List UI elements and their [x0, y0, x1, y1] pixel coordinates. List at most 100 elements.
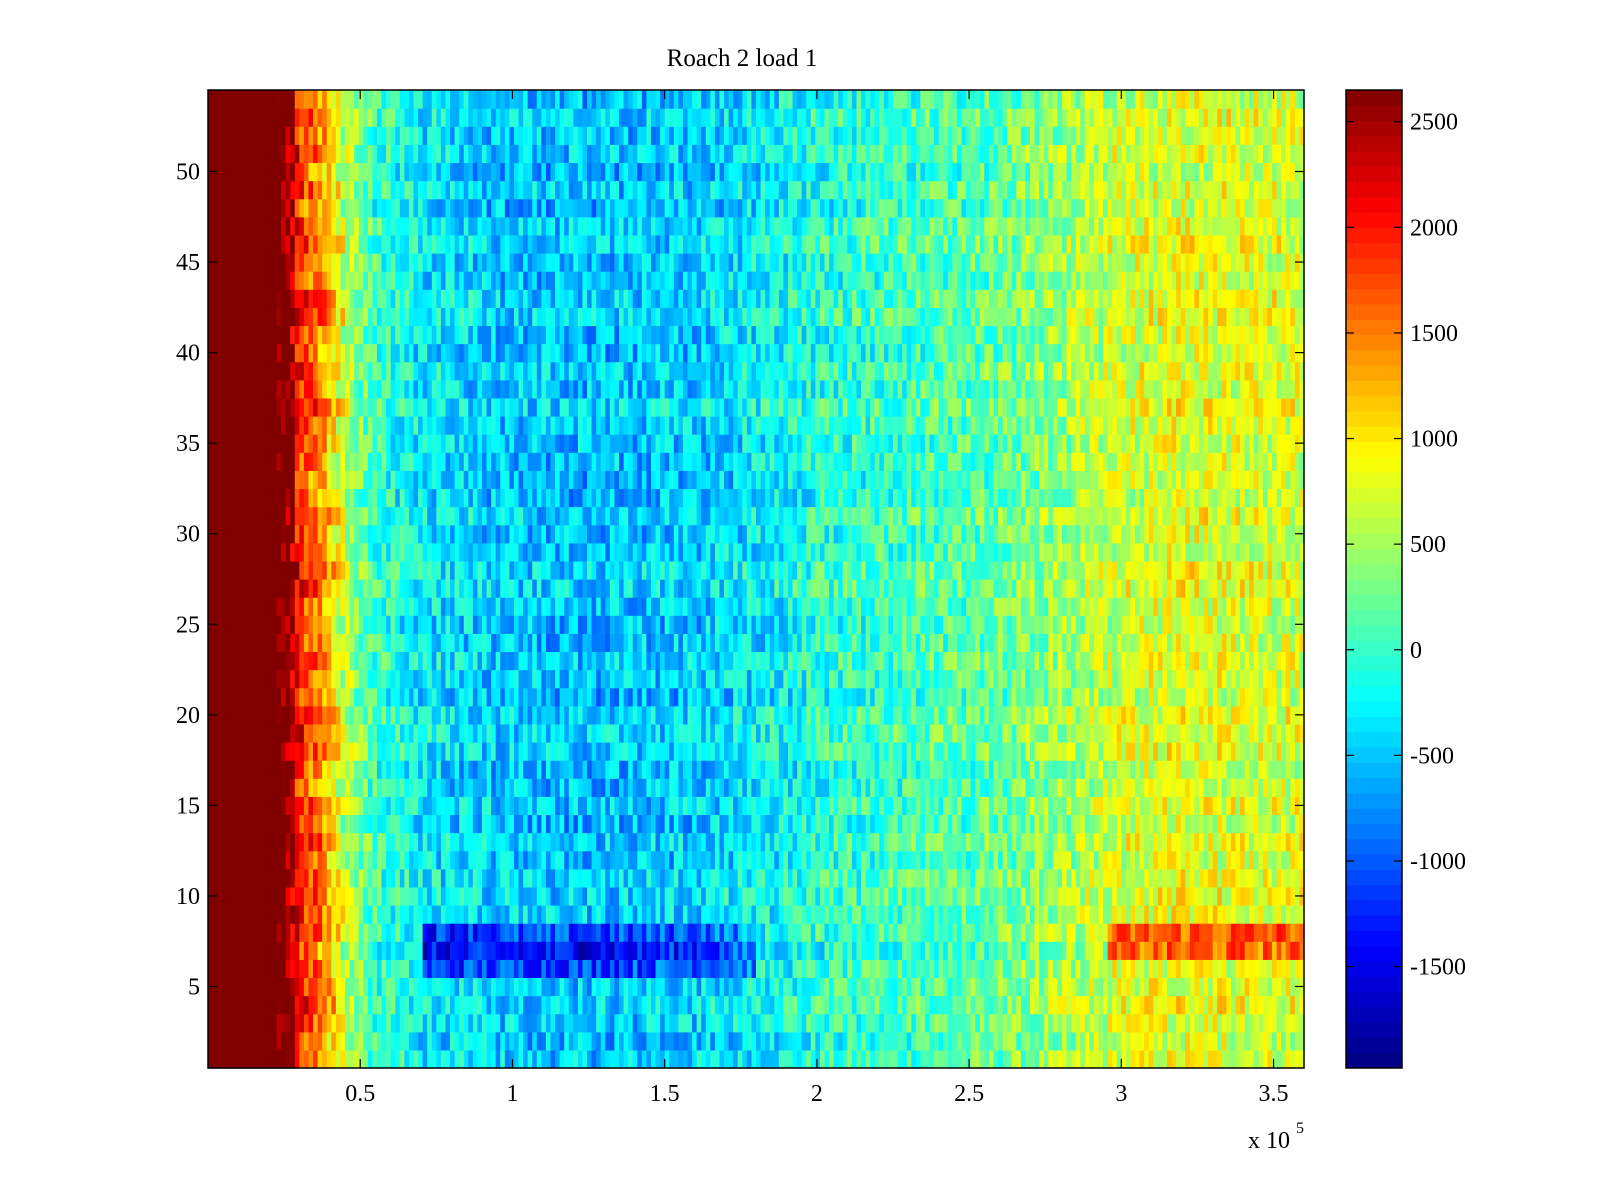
heatmap-cell: [1262, 995, 1269, 1015]
heatmap-cell: [454, 868, 460, 888]
heatmap-cell: [1240, 1049, 1246, 1069]
heatmap-cell: [687, 977, 693, 997]
heatmap-cell: [239, 995, 246, 1015]
heatmap-cell: [760, 905, 766, 924]
heatmap-cell: [1180, 1013, 1186, 1033]
heatmap-cell: [290, 941, 296, 960]
heatmap-cell: [1194, 923, 1200, 942]
heatmap-cell: [1107, 796, 1113, 816]
heatmap-cell: [947, 1013, 953, 1033]
heatmap-cell: [1075, 941, 1081, 960]
heatmap-cell: [372, 886, 378, 906]
heatmap-cell: [1272, 868, 1278, 888]
heatmap-cell: [372, 923, 378, 942]
heatmap-cell: [281, 796, 287, 816]
heatmap-cell: [623, 705, 629, 725]
heatmap-cell: [431, 995, 437, 1015]
heatmap-cell: [363, 832, 369, 852]
heatmap-cell: [1226, 850, 1232, 870]
heatmap-cell: [856, 905, 862, 924]
heatmap-cell: [861, 814, 867, 834]
heatmap-cell: [504, 796, 510, 816]
heatmap-cell: [998, 814, 1004, 834]
heatmap-cell: [728, 905, 734, 924]
heatmap-cell: [1139, 814, 1145, 834]
heatmap-cell: [1030, 814, 1036, 834]
heatmap-cell: [568, 941, 574, 960]
heatmap-cell: [1020, 705, 1027, 725]
heatmap-cell: [1002, 959, 1008, 979]
heatmap-cell: [934, 941, 940, 960]
heatmap-cell: [491, 886, 497, 906]
heatmap-cell: [879, 905, 885, 924]
heatmap-cell: [1153, 742, 1159, 761]
heatmap-cell: [943, 760, 949, 779]
heatmap-cell: [842, 1049, 848, 1069]
heatmap-cell: [1272, 977, 1278, 997]
heatmap-cell: [605, 959, 611, 979]
heatmap-cell: [340, 814, 346, 834]
heatmap-cell: [1089, 977, 1095, 997]
heatmap-cell: [262, 923, 268, 942]
heatmap-cell: [541, 760, 547, 779]
heatmap-cell: [678, 868, 684, 888]
heatmap-cell: [751, 923, 757, 942]
heatmap-cell: [879, 1049, 885, 1069]
heatmap-cell: [395, 977, 401, 997]
heatmap-cell: [1167, 977, 1173, 997]
heatmap-cell: [1276, 723, 1282, 743]
heatmap-cell: [660, 941, 666, 960]
heatmap-cell: [436, 850, 442, 870]
heatmap-cell: [262, 1049, 268, 1069]
heatmap-cell: [294, 923, 300, 942]
heatmap-cell: [1272, 995, 1278, 1015]
heatmap-cell: [1198, 941, 1205, 960]
heatmap-cell: [513, 760, 520, 779]
heatmap-cell: [893, 742, 899, 761]
heatmap-cell: [1121, 941, 1127, 960]
heatmap-cell: [810, 941, 816, 960]
heatmap-cell: [390, 742, 396, 761]
heatmap-cell: [376, 742, 383, 761]
heatmap-cell: [500, 814, 506, 834]
heatmap-cell: [335, 959, 342, 979]
heatmap-cell: [1071, 723, 1077, 743]
heatmap-cell: [367, 723, 373, 743]
heatmap-cell: [303, 941, 310, 960]
heatmap-cell: [682, 832, 689, 852]
heatmap-cell: [792, 941, 798, 960]
heatmap-cell: [303, 995, 310, 1015]
heatmap-cell: [728, 742, 734, 761]
heatmap-cell: [888, 796, 894, 816]
heatmap-cell: [1185, 796, 1191, 816]
heatmap-cell: [619, 796, 625, 816]
heatmap-cell: [733, 1049, 739, 1069]
heatmap-cell: [308, 778, 314, 797]
heatmap-cell: [774, 977, 780, 997]
heatmap-cell: [1061, 941, 1068, 960]
heatmap-cell: [354, 832, 360, 852]
heatmap-cell: [550, 850, 556, 870]
heatmap-cell: [358, 1049, 364, 1069]
heatmap-cell: [1249, 742, 1255, 761]
heatmap-cell: [806, 1031, 812, 1051]
heatmap-cell: [938, 723, 944, 743]
heatmap-cell: [669, 742, 675, 761]
heatmap-cell: [1125, 1013, 1132, 1033]
heatmap-cell: [1240, 723, 1246, 743]
heatmap-cell: [212, 1049, 218, 1069]
heatmap-cell: [1176, 995, 1182, 1015]
heatmap-cell: [628, 742, 634, 761]
heatmap-cell: [1112, 905, 1118, 924]
heatmap-cell: [1294, 814, 1301, 834]
heatmap-cell: [966, 814, 972, 834]
heatmap-cell: [527, 778, 533, 797]
heatmap-cell: [1171, 977, 1177, 997]
heatmap-cell: [787, 1049, 794, 1069]
heatmap-cell: [842, 796, 848, 816]
heatmap-cell: [491, 923, 497, 942]
heatmap-cell: [1235, 850, 1241, 870]
heatmap-cell: [244, 705, 250, 725]
heatmap-cell: [1057, 995, 1063, 1015]
heatmap-cell: [614, 850, 620, 870]
